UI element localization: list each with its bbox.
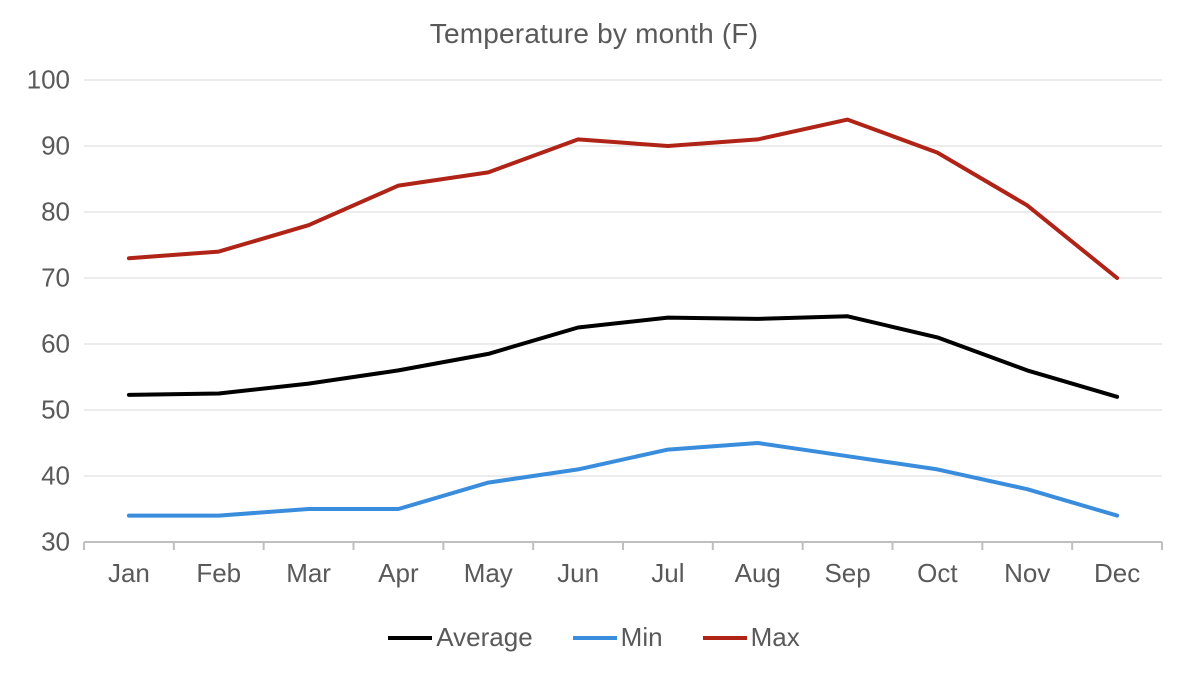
y-tick-label: 30: [41, 527, 84, 558]
y-tick-label: 60: [41, 329, 84, 360]
series-line-average: [129, 316, 1117, 397]
x-tick-label: Jun: [557, 542, 599, 589]
series-line-min: [129, 443, 1117, 516]
y-tick-label: 80: [41, 197, 84, 228]
series-line-max: [129, 120, 1117, 278]
legend-item-min: Min: [573, 622, 663, 653]
x-tick-label: Oct: [917, 542, 957, 589]
x-tick-label: Nov: [1004, 542, 1050, 589]
y-tick-label: 90: [41, 131, 84, 162]
legend-label: Min: [621, 622, 663, 653]
legend-item-max: Max: [703, 622, 800, 653]
y-tick-label: 50: [41, 395, 84, 426]
x-tick-label: Mar: [286, 542, 331, 589]
plot-area: 30405060708090100JanFebMarAprMayJunJulAu…: [84, 80, 1162, 542]
x-tick-label: Feb: [196, 542, 241, 589]
legend-swatch: [388, 636, 432, 640]
plot-svg: [84, 80, 1162, 542]
legend-swatch: [703, 636, 747, 640]
x-tick-label: Dec: [1094, 542, 1140, 589]
x-tick-label: Jul: [651, 542, 684, 589]
y-tick-label: 40: [41, 461, 84, 492]
x-tick-label: Jan: [108, 542, 150, 589]
chart-title: Temperature by month (F): [0, 18, 1188, 50]
y-tick-label: 100: [27, 65, 84, 96]
legend-label: Average: [436, 622, 532, 653]
x-tick-label: Sep: [824, 542, 870, 589]
x-tick-label: Aug: [735, 542, 781, 589]
y-tick-label: 70: [41, 263, 84, 294]
legend: Average Min Max: [0, 622, 1188, 653]
legend-swatch: [573, 636, 617, 640]
legend-item-average: Average: [388, 622, 532, 653]
legend-label: Max: [751, 622, 800, 653]
temperature-line-chart: Temperature by month (F) 304050607080901…: [0, 0, 1188, 676]
x-tick-label: Apr: [378, 542, 418, 589]
x-tick-label: May: [464, 542, 513, 589]
